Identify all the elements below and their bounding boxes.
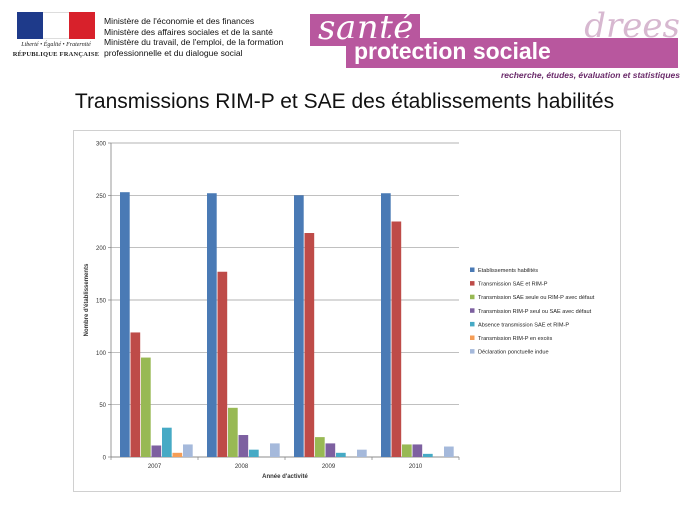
legend-swatch: [470, 349, 475, 354]
header: Liberté • Égalité • Fraternité RÉPUBLIQU…: [0, 0, 689, 90]
marianne-flag-icon: [17, 12, 95, 39]
bar: [357, 449, 367, 457]
legend-label: Absence transmission SAE et RIM-P: [478, 322, 569, 328]
bar: [141, 357, 151, 457]
y-tick-label: 300: [96, 142, 107, 148]
legend-label: Transmission RIM-P seul ou SAE avec défa…: [478, 309, 592, 315]
legend-swatch: [470, 335, 475, 340]
slide-title: Transmissions RIM-P et SAE des établisse…: [74, 90, 615, 113]
y-axis-label: Nombre d'établissements: [84, 263, 90, 336]
legend-label: Etablissements habilités: [478, 268, 538, 274]
bar: [151, 445, 162, 457]
legend-label: Transmission SAE seule ou RIM-P avec déf…: [478, 295, 595, 301]
ministry-line: Ministère de l'économie et des finances: [104, 16, 255, 26]
y-tick-label: 250: [96, 194, 107, 200]
bar: [207, 193, 217, 458]
bar: [183, 444, 193, 457]
bar: [249, 449, 259, 457]
legend-swatch: [470, 321, 475, 327]
bar-chart: 0 50 100 150 200 250 300 2007 2008 2009 2010 Année …: [84, 142, 595, 481]
bar: [162, 427, 172, 457]
bar: [294, 195, 304, 457]
x-tick-label: 2010: [409, 464, 423, 470]
ministries-list: Ministère de l'économie et des finances …: [104, 16, 283, 58]
bar: [315, 437, 325, 457]
y-tick-label: 0: [103, 456, 107, 462]
legend-swatch: [470, 281, 475, 286]
ministry-line: Ministère du travail, de l'emploi, de la…: [104, 37, 284, 47]
bar: [228, 407, 238, 457]
ministry-line: professionnelle et du dialogue social: [104, 47, 243, 58]
y-tick-label: 150: [96, 299, 107, 305]
bar: [381, 193, 391, 458]
logo-motto: Liberté • Égalité • Fraternité: [21, 42, 91, 48]
bar: [444, 446, 454, 457]
brand-tagline: recherche, études, évaluation et statist…: [500, 70, 680, 80]
bar: [402, 444, 412, 457]
republique-francaise-logo: Liberté • Égalité • Fraternité RÉPUBLIQU…: [12, 10, 100, 62]
legend-label: Transmission SAE et RIM-P: [478, 282, 548, 288]
x-tick-label: 2008: [235, 464, 249, 470]
bar: [270, 443, 280, 457]
legend-label: Transmission RIM-P en excès: [478, 336, 552, 342]
bar: [325, 443, 336, 457]
bar: [238, 435, 249, 457]
bar: [120, 192, 130, 457]
bar: [423, 453, 433, 457]
y-tick-label: 200: [96, 246, 107, 252]
ministry-line: Ministère des affaires sociales et de la…: [104, 26, 273, 37]
bar: [130, 332, 141, 457]
brand-protection: protection sociale: [354, 38, 551, 64]
bar: [391, 221, 402, 457]
legend-swatch: [470, 294, 475, 300]
y-tick-label: 100: [96, 351, 107, 357]
legend-swatch: [470, 308, 475, 313]
bar: [412, 444, 423, 457]
y-tick-label: 50: [99, 403, 106, 409]
bar: [304, 233, 315, 457]
legend-swatch: [470, 267, 475, 272]
logo-republic: RÉPUBLIQUE FRANÇAISE: [12, 51, 100, 58]
x-tick-label: 2007: [148, 464, 162, 470]
bar: [217, 271, 228, 457]
drees-brand-logo: santé drees protection sociale recherche…: [310, 6, 682, 84]
legend-label: Déclaration ponctuelle indue: [478, 350, 549, 356]
x-axis-label: Année d'activité: [262, 474, 308, 480]
bar: [336, 452, 346, 457]
bar: [172, 452, 183, 457]
brand-protection-box: [346, 38, 678, 68]
x-tick-label: 2009: [322, 464, 336, 470]
chart-frame: 0 50 100 150 200 250 300 2007 2008 2009 2010 Année …: [73, 130, 621, 492]
